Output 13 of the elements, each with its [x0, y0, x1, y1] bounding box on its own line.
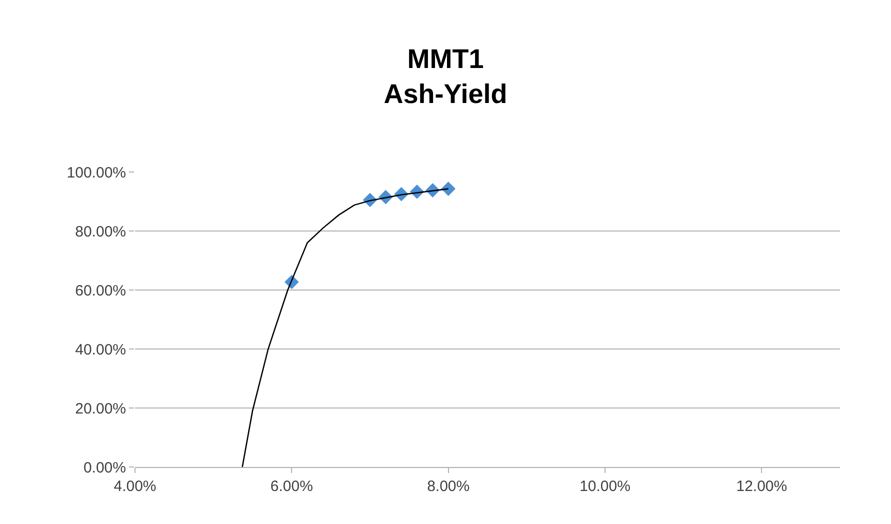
y-tick-label: 0.00%: [83, 459, 126, 476]
x-tick-label: 12.00%: [736, 478, 788, 495]
y-tick-label: 20.00%: [75, 400, 126, 418]
point: [441, 182, 456, 196]
x-tick-label: 10.00%: [580, 478, 630, 495]
y-tick-label: 100.00%: [66, 164, 126, 182]
y-tick-label: 80.00%: [75, 223, 126, 240]
y-tick-label: 40.00%: [75, 341, 126, 358]
chart-title: MMT1 Ash-Yield: [384, 44, 508, 110]
x-tick-label: 4.00%: [114, 478, 156, 495]
x-tick-label: 6.00%: [270, 478, 313, 495]
y-tick-label: 60.00%: [75, 282, 126, 300]
x-tick-label: 8.00%: [427, 478, 470, 495]
